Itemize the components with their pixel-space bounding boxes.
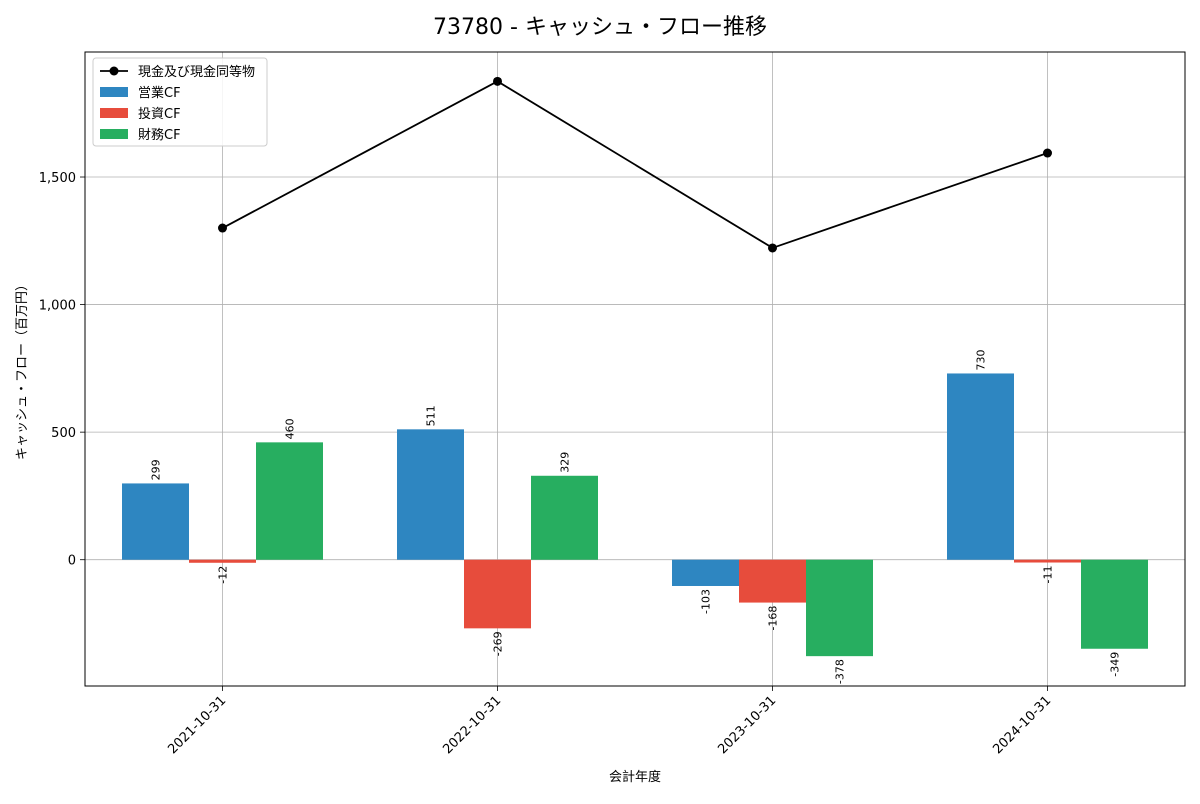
bar [1014, 559, 1081, 563]
x-tick-label: 2022-10-31 [440, 693, 504, 757]
bar [189, 559, 256, 563]
cash-line-path [222, 80, 1048, 249]
bar [1081, 559, 1148, 649]
y-tick-label: 500 [51, 426, 76, 441]
legend-marker [109, 66, 119, 76]
bar [256, 442, 323, 560]
bar-labels: 299 511 -103 730 -12 -269 -168 -11 460 329 -378 -34… [150, 349, 1122, 684]
plot-frame [84, 51, 1186, 687]
cash-point [1043, 148, 1052, 158]
y-tick-label: 0 [68, 554, 76, 569]
bar-value-label: -378 [834, 659, 847, 684]
legend-box [92, 57, 268, 147]
legend-entry-label: 現金及び現金同等物 [138, 64, 255, 80]
cash-line [218, 76, 1052, 253]
bar-value-label: -11 [1042, 566, 1055, 584]
x-axis-label: 会計年度 [609, 769, 661, 785]
y-axis-label: キャッシュ・フロー（百万円） [15, 278, 30, 460]
bar-value-label: -168 [767, 606, 780, 631]
bar [739, 559, 806, 603]
bar-value-label: -269 [492, 631, 505, 656]
bar [531, 475, 598, 560]
bar-value-label: 730 [975, 349, 988, 370]
grid [85, 52, 1185, 686]
y-tick-label: 1,000 [39, 299, 76, 314]
bar-value-label: -103 [700, 589, 713, 614]
legend-entry-label: 投資CF [138, 106, 181, 122]
cash-point [768, 243, 777, 253]
cash-point [493, 76, 502, 86]
chart-title: 73780 - キャッシュ・フロー推移 [433, 15, 767, 40]
bar-value-label: 329 [559, 452, 572, 473]
legend-bar-swatch [100, 108, 128, 118]
bar [397, 429, 464, 560]
legend-bar-swatch [100, 87, 128, 97]
bar [806, 559, 873, 657]
legend-bar-swatch [100, 129, 128, 139]
bar-value-label: 460 [284, 418, 297, 439]
cash-point [218, 223, 227, 233]
x-tick-label: 2024-10-31 [990, 693, 1054, 757]
bar [947, 373, 1014, 560]
bars [122, 373, 1148, 657]
bar [122, 483, 189, 560]
bar-value-label: -12 [217, 566, 230, 584]
bar [672, 559, 739, 586]
x-tick-label: 2023-10-31 [715, 693, 779, 757]
legend-entry-label: 財務CF [138, 128, 181, 143]
bar-value-label: -349 [1109, 652, 1122, 677]
bar [464, 559, 531, 629]
bar-value-label: 299 [150, 459, 163, 480]
legend-entry-label: 営業CF [138, 85, 181, 101]
y-tick-label: 1,500 [39, 171, 76, 186]
bar-value-label: 511 [425, 405, 438, 426]
x-tick-label: 2021-10-31 [165, 693, 229, 757]
